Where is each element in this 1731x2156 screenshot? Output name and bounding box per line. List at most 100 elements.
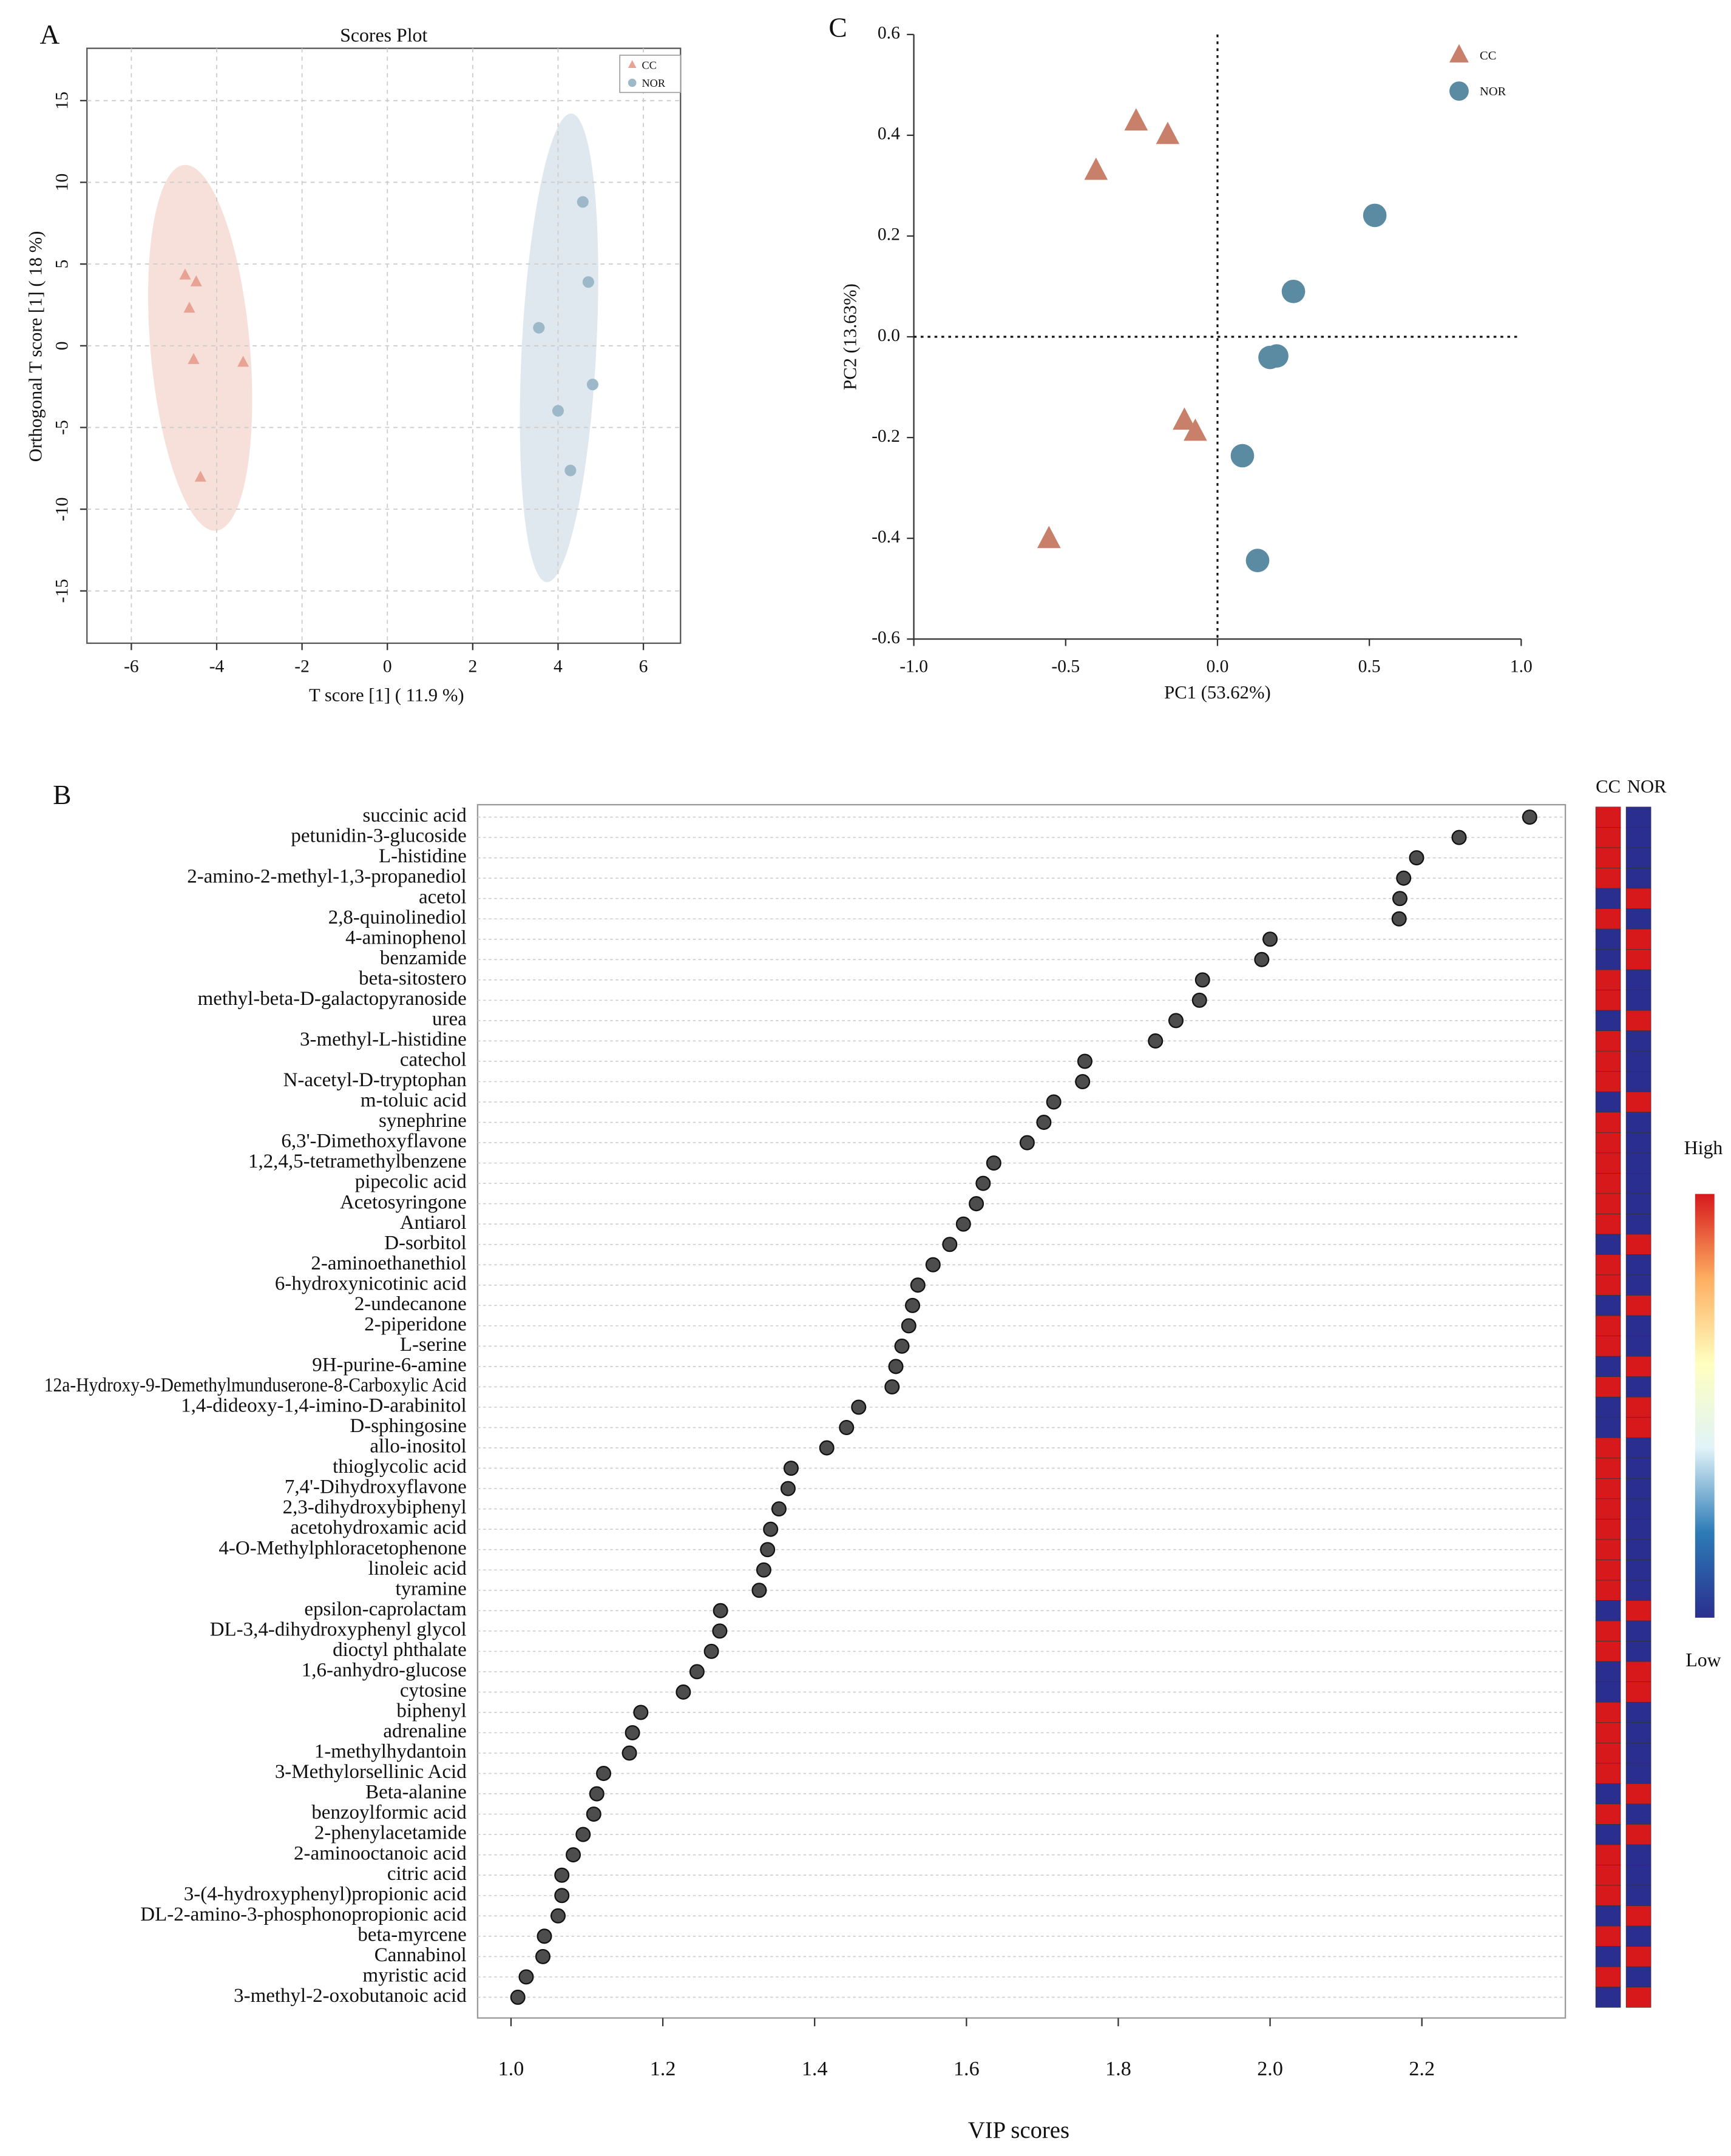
legend-label: NOR [1480,85,1506,98]
heatmap-cell [1595,847,1621,868]
heatmap-cell [1595,1274,1621,1296]
heatmap-column-label: NOR [1627,776,1667,797]
vip-dot [554,1888,570,1904]
y-tick-label: synephrine [379,1110,467,1132]
colorbar-low-label: Low [1685,1649,1721,1671]
y-tick-label: 4-O-Methylphloracetophenone [218,1537,466,1559]
heatmap-cell [1625,1112,1651,1133]
y-tick-label: 0.2 [878,225,900,245]
vip-dot [756,1562,771,1578]
vip-dot [1168,1013,1184,1029]
y-tick-label: 6,3'-Dimethoxyflavone [281,1130,466,1152]
y-tick-label: -5 [52,420,72,435]
data-point [183,302,195,313]
x-tick-label: 1.0 [498,2058,524,2080]
data-point [1281,279,1306,303]
heatmap-cell [1595,1681,1621,1703]
data-point [552,405,564,417]
vip-dot [586,1806,601,1822]
heatmap-cell [1595,1091,1621,1113]
plot-frame [476,803,1567,2019]
vip-dot [596,1766,612,1782]
heatmap-cell [1595,1315,1621,1336]
vip-dot [575,1827,591,1842]
vip-dot [510,1989,526,2005]
heatmap-cell [1625,1396,1651,1418]
y-tick-label: urea [432,1008,467,1030]
heatmap-cell [1625,1560,1651,1581]
data-point [582,276,594,288]
y-tick-label: 1,4-dideoxy-1,4-imino-D-arabinitol [181,1395,467,1417]
vip-dot [1046,1094,1062,1110]
heatmap-cell [1595,1376,1621,1397]
vip-dot [1392,891,1407,907]
vip-dot [712,1623,728,1639]
heatmap-cell [1595,1885,1621,1906]
heatmap-cell [1595,1742,1621,1764]
heatmap-cell [1625,1987,1651,2008]
heatmap-cell [1595,1783,1621,1805]
y-tick-label: thioglycolic acid [333,1456,467,1478]
vip-dot [888,1359,904,1374]
y-tick-label: 4-aminophenol [345,927,467,948]
vip-dot [942,1237,958,1252]
x-tick-label: 0.5 [1358,657,1381,677]
vip-dot [955,1216,971,1232]
panel-letter: C [828,12,847,42]
y-tick-label: m-toluic acid [361,1090,467,1112]
x-tick-label: -1.0 [899,657,928,677]
vip-dot [1396,870,1412,886]
x-tick-label: 1.6 [954,2058,980,2080]
y-tick-label: 2,8-quinolinediol [328,907,467,928]
y-tick-label: -0.2 [872,427,900,446]
heatmap-cell [1595,888,1621,909]
heatmap-cell [1625,1722,1651,1743]
heatmap-cell [1625,990,1651,1011]
y-tick-label: 5 [52,260,72,269]
heatmap-cell [1625,1742,1651,1764]
y-tick-label: myristic acid [363,1964,467,1986]
heatmap-cell [1625,908,1651,930]
heatmap-cell [1625,1905,1651,1927]
vip-dot [535,1948,550,1964]
y-tick-label: succinic acid [363,805,467,826]
y-tick-label: beta-myrcene [357,1924,466,1945]
y-tick-label: 12a-Hydroxy-9-Demethylmunduserone-8-Carb… [44,1374,467,1396]
vip-dot [713,1603,728,1618]
vip-dot [589,1786,605,1802]
vip-dot [1019,1135,1035,1151]
heatmap-cell [1625,1234,1651,1255]
y-tick-label: L-serine [400,1334,467,1356]
colorbar [1695,1194,1715,1618]
vip-dot [771,1501,787,1517]
heatmap-cell [1625,827,1651,848]
y-axis-label: PC2 (13.63%) [839,283,860,390]
y-tick-label: epsilon-caprolactam [304,1598,467,1620]
heatmap-cell [1625,1661,1651,1683]
y-tick-label: DL-3,4-dihydroxyphenyl glycol [210,1618,467,1640]
y-tick-label: 1,6-anhydro-glucose [302,1659,467,1681]
heatmap-cell [1595,1254,1621,1276]
heatmap-cell [1595,1132,1621,1154]
heatmap-cell [1595,1763,1621,1784]
heatmap-cell [1595,1214,1621,1235]
y-tick-label: benzamide [380,947,467,969]
heatmap-cell [1625,847,1651,868]
vip-dot [783,1461,799,1476]
colorbar-high-label: High [1684,1137,1723,1158]
y-tick-label: 0 [52,341,72,350]
x-axis-label: T score [1] ( 11.9 %) [309,685,464,706]
y-tick-label: D-sorbitol [384,1232,467,1254]
confidence-ellipse [148,164,252,531]
vip-dot [1522,809,1537,825]
heatmap-cell [1625,1417,1651,1438]
heatmap-cell [1625,1132,1651,1154]
heatmap-cell [1595,1539,1621,1560]
vip-dot [760,1542,776,1558]
heatmap-cell [1595,1946,1621,1967]
y-tick-label: Beta-alanine [365,1782,467,1803]
y-tick-label: 2-piperidone [364,1313,466,1335]
x-tick-label: -4 [209,657,225,677]
legend-marker [1449,44,1469,63]
